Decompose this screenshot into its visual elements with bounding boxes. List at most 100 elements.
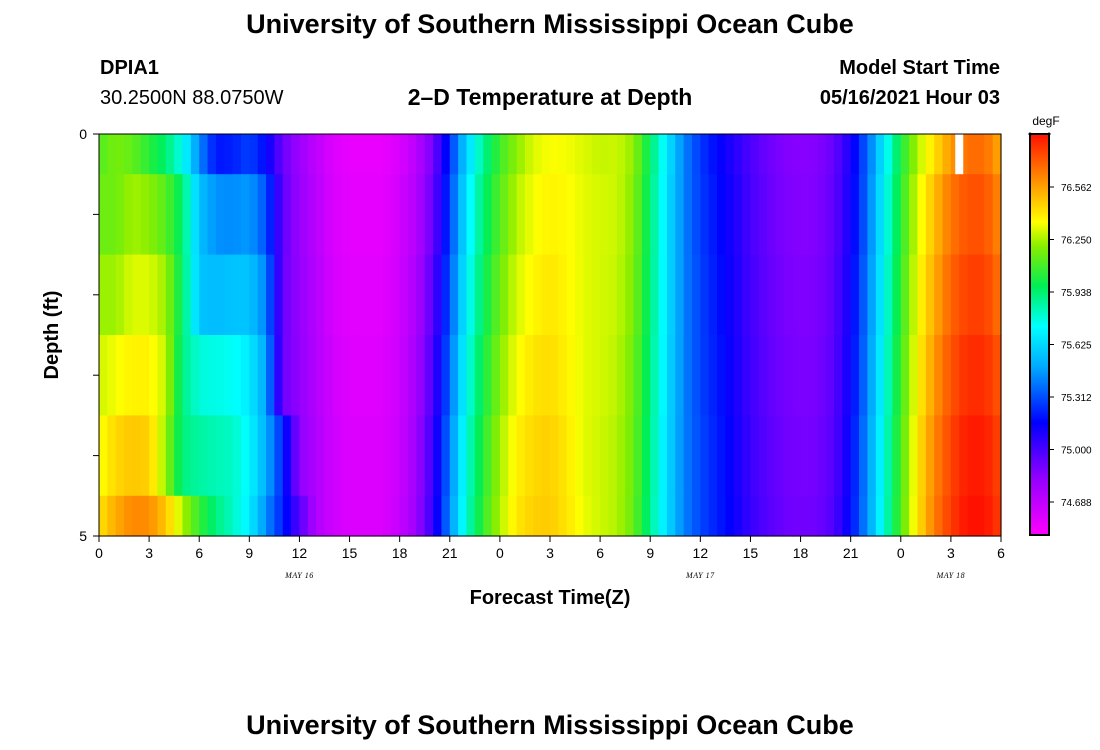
- heatmap-cell: [165, 254, 175, 336]
- heatmap-cell: [717, 134, 726, 175]
- heatmap-cell: [658, 134, 668, 175]
- heatmap-cell: [925, 174, 935, 256]
- heatmap-cell: [132, 254, 142, 336]
- heatmap-cell: [349, 134, 359, 175]
- heatmap-cell: [591, 134, 601, 175]
- heatmap-cell: [524, 495, 534, 537]
- heatmap-cell: [583, 415, 593, 497]
- heatmap-cell: [550, 134, 559, 175]
- heatmap-cell: [132, 335, 142, 416]
- heatmap-cell: [775, 174, 785, 256]
- heatmap-cell: [266, 495, 275, 537]
- heatmap-cell: [875, 174, 885, 256]
- heatmap-cell: [767, 415, 777, 497]
- heatmap-cell: [240, 134, 250, 175]
- heatmap-cell: [842, 415, 852, 497]
- heatmap-cell: [975, 415, 985, 497]
- heatmap-cell: [483, 134, 493, 175]
- x-tick-label: 15: [342, 545, 358, 561]
- heatmap-cell: [149, 335, 159, 416]
- heatmap-cell: [967, 335, 977, 416]
- heatmap-cell: [433, 335, 443, 416]
- heatmap-cell: [984, 174, 994, 256]
- heatmap-cell: [291, 254, 301, 336]
- heatmap-cell: [583, 254, 593, 336]
- data-gap-layer: [955, 134, 964, 175]
- heatmap-cell: [524, 254, 534, 336]
- heatmap-cell: [658, 495, 668, 537]
- heatmap-cell: [800, 174, 810, 256]
- heatmap-cell: [675, 174, 685, 256]
- heatmap-cell: [992, 415, 1002, 497]
- heatmap-cell: [708, 415, 718, 497]
- heatmap-cell: [516, 335, 526, 416]
- heatmap-cell: [174, 415, 184, 497]
- heatmap-cell: [441, 134, 451, 175]
- heatmap-cell: [558, 495, 568, 537]
- heatmap-cell: [391, 254, 401, 336]
- heatmap-cell: [174, 495, 184, 537]
- heatmap-cell: [99, 134, 108, 175]
- heatmap-cell: [349, 335, 359, 416]
- heatmap-cell: [299, 495, 309, 537]
- heatmap-cell: [382, 254, 392, 336]
- heatmap-cell: [291, 134, 301, 175]
- heatmap-cell: [558, 254, 568, 336]
- heatmap-cell: [483, 335, 493, 416]
- heatmap-cell: [825, 174, 835, 256]
- heatmap-cell: [650, 335, 660, 416]
- heatmap-cell: [199, 134, 209, 175]
- heatmap-cell: [725, 134, 735, 175]
- heatmap-cell: [942, 174, 952, 256]
- heatmap-cell: [909, 174, 919, 256]
- heatmap-cell: [808, 335, 818, 416]
- heatmap-cell: [266, 335, 275, 416]
- heatmap-cell: [842, 134, 852, 175]
- heatmap-cell: [550, 335, 559, 416]
- heatmap-cell: [441, 174, 451, 256]
- date-label: MAY 18: [936, 571, 966, 580]
- heatmap-cell: [675, 335, 685, 416]
- heatmap-cell: [625, 335, 635, 416]
- heatmap-cell: [165, 335, 175, 416]
- heatmap-cell: [792, 415, 802, 497]
- heatmap-cell: [499, 254, 509, 336]
- heatmap-cell: [316, 415, 326, 497]
- heatmap-cell: [892, 495, 902, 537]
- heatmap-cell: [959, 174, 969, 256]
- heatmap-cell: [658, 335, 668, 416]
- heatmap-cell: [324, 174, 334, 256]
- heatmap-cell: [717, 174, 726, 256]
- heatmap-cell: [399, 495, 409, 537]
- heatmap-cell: [750, 254, 760, 336]
- heatmap-cell: [934, 495, 944, 537]
- heatmap-cell: [717, 495, 726, 537]
- heatmap-cell: [575, 415, 585, 497]
- heatmap-cell: [266, 134, 275, 175]
- heatmap-cell: [215, 495, 225, 537]
- heatmap-cell: [600, 254, 610, 336]
- heatmap-cell: [558, 415, 568, 497]
- heatmap-cell: [867, 134, 877, 175]
- heatmap-cell: [332, 254, 342, 336]
- x-tick-label: 9: [646, 545, 654, 561]
- heatmap-cell: [583, 174, 593, 256]
- heatmap-cell: [566, 415, 576, 497]
- heatmap-cell: [232, 335, 242, 416]
- heatmap-cell: [925, 254, 935, 336]
- heatmap-cell: [149, 495, 159, 537]
- heatmap-cell: [433, 254, 443, 336]
- heatmap-cell: [199, 174, 209, 256]
- heatmap-cell: [408, 335, 417, 416]
- heatmap-cell: [917, 415, 927, 497]
- heatmap-cell: [867, 415, 877, 497]
- heatmap-cell: [616, 415, 626, 497]
- heatmap-cell: [257, 495, 267, 537]
- heatmap-cell: [850, 134, 860, 175]
- x-tick-label: 6: [997, 545, 1005, 561]
- heatmap-cell: [132, 174, 142, 256]
- heatmap-cell: [917, 134, 927, 175]
- data-gap: [955, 134, 964, 175]
- heatmap-cell: [508, 335, 518, 416]
- heatmap-cell: [357, 174, 367, 256]
